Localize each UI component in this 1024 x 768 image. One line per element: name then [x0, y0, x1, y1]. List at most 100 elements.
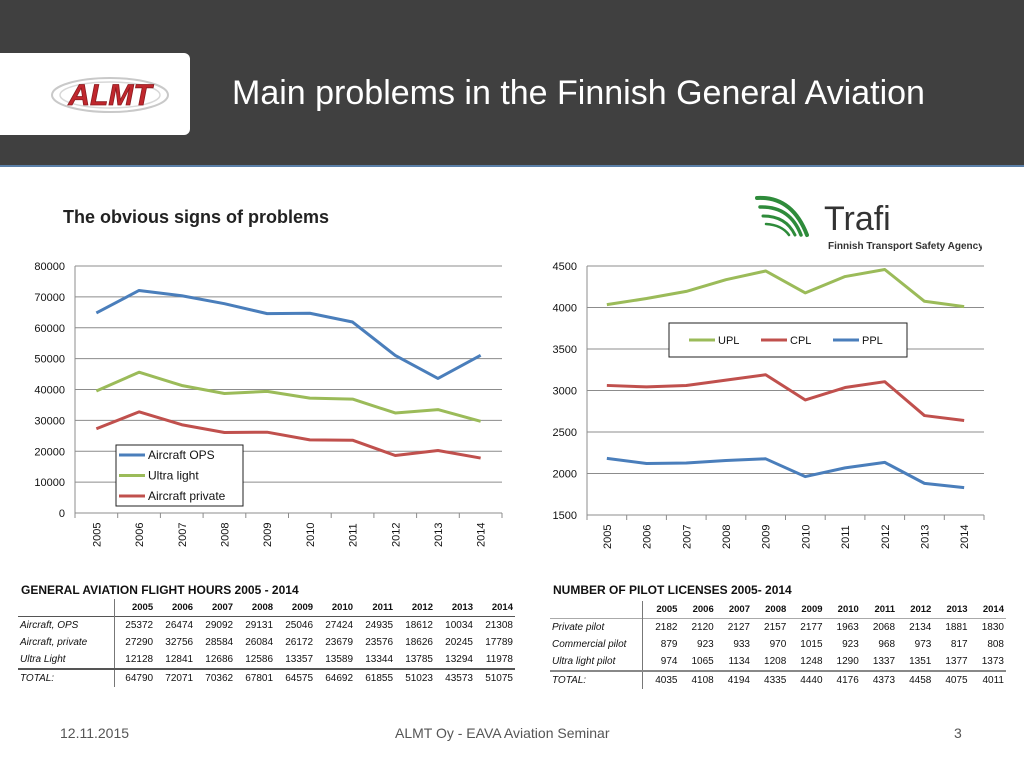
- y-tick-label: 4500: [553, 261, 577, 273]
- table-cell: 1351: [909, 656, 932, 667]
- table-cell: 2177: [788, 618, 825, 636]
- table-year-header: 2013: [451, 602, 473, 613]
- table-cell: 4035: [642, 670, 680, 689]
- table-corner: [18, 599, 115, 617]
- series-line-0: [606, 267, 965, 309]
- table-year-header: 2007: [728, 604, 750, 615]
- table-cell: 4108: [679, 670, 716, 689]
- table-cell: 1373: [981, 656, 1004, 667]
- y-tick-label: 0: [59, 508, 65, 520]
- table-cell: 968: [878, 639, 896, 650]
- x-tick-label: 2005: [91, 523, 103, 547]
- table-cell: 1881: [933, 618, 970, 636]
- table-cell: 28584: [205, 637, 234, 648]
- table-year-header: 2009: [291, 602, 314, 613]
- table-cell: 64692: [315, 668, 356, 687]
- table-row: Ultra light pilot 974 1065 1134 1208 1248 1290…: [550, 653, 1006, 671]
- table-cell: 72071: [155, 668, 196, 687]
- table-cell: 933: [733, 639, 750, 650]
- table-cell: 4440: [788, 670, 825, 689]
- table-row-label: Ultra light pilot: [550, 653, 643, 671]
- table-row-label: Ultra Light: [18, 651, 115, 669]
- table-cell: 27290: [125, 637, 154, 648]
- table-year-header: 2011: [372, 602, 394, 613]
- table-cell: 27424: [315, 616, 356, 634]
- table-year-header: 2005: [656, 604, 678, 615]
- y-tick-label: 60000: [34, 323, 65, 335]
- table-cell: 12586: [245, 654, 274, 665]
- x-tick-label: 2010: [800, 525, 812, 549]
- table-corner: [550, 601, 643, 619]
- table-cell: 923: [697, 639, 714, 650]
- legend-label: Ultra light: [148, 469, 199, 483]
- table-year-header: 2012: [910, 604, 932, 615]
- x-tick-label: 2010: [305, 523, 317, 547]
- table-cell: 26172: [285, 637, 314, 648]
- table-cell: 20245: [445, 637, 473, 648]
- almt-logo: ALMT: [51, 77, 169, 113]
- table-row: Commercial pilot 879 923 933 970 1015 923 968 97…: [550, 636, 1006, 653]
- table-year-header: 2014: [491, 602, 513, 613]
- table-cell: 879: [660, 639, 678, 650]
- table-cell: 4075: [933, 670, 970, 689]
- series-line-1: [606, 373, 965, 423]
- x-tick-label: 2009: [262, 523, 274, 547]
- table-cell: 4011: [969, 670, 1006, 689]
- table-cell: 974: [660, 656, 678, 667]
- table-cell: 29131: [235, 616, 276, 634]
- table-cell: 23679: [325, 637, 354, 648]
- table-cell: 2157: [752, 618, 789, 636]
- table-cell: 1830: [969, 618, 1006, 636]
- pilot-licenses-table: 2005 2006 2007 2008 2009 2010 2011 2012 2013 2014…: [550, 601, 1006, 689]
- x-tick-label: 2007: [681, 525, 693, 549]
- table-cell: 1377: [945, 656, 968, 667]
- table-cell: 26474: [155, 616, 196, 634]
- table-row: TOTAL: 64790 72071 70362 67801 64575 64692 6185…: [18, 668, 515, 687]
- table-cell: 4373: [860, 670, 898, 689]
- logo-box: [0, 53, 190, 135]
- table-cell: 808: [987, 639, 1004, 650]
- table-cell: 13785: [405, 654, 433, 665]
- y-tick-label: 30000: [34, 415, 65, 427]
- table-cell: 12841: [165, 654, 194, 665]
- pilot-licenses-chart: 1500 2000 2500 3000 3500 4000 4500 2005 2006 2007…: [553, 261, 985, 549]
- table-cell: 1337: [872, 656, 896, 667]
- trafi-name: Trafi: [824, 200, 891, 238]
- table-cell: 25046: [275, 616, 316, 634]
- y-tick-label: 10000: [34, 477, 65, 489]
- table-cell: 4335: [752, 670, 789, 689]
- x-tick-label: 2006: [134, 523, 146, 547]
- table-row: TOTAL: 4035 4108 4194 4335 4440 4176 4373 4458 40…: [550, 670, 1006, 689]
- logo-lettering: ALMT: [67, 79, 154, 112]
- table-year-header: 2008: [251, 602, 274, 613]
- table-cell: 1015: [800, 639, 823, 650]
- table-cell: 25372: [114, 616, 156, 634]
- table-cell: 817: [950, 639, 968, 650]
- legend-label: CPL: [790, 335, 811, 347]
- table-cell: 26084: [245, 637, 274, 648]
- table-cell: 2134: [897, 618, 934, 636]
- table-cell: 11978: [485, 654, 513, 665]
- table-cell: 21308: [474, 616, 515, 634]
- table-cell: 2182: [642, 618, 680, 636]
- table-cell: 1208: [764, 656, 787, 667]
- y-tick-label: 2000: [553, 469, 577, 481]
- footer-center-text: ALMT Oy - EAVA Aviation Seminar: [395, 725, 610, 741]
- table-row: Aircraft, OPS 25372 26474 29092 29131 25046 27…: [18, 616, 515, 634]
- table-cell: 24935: [355, 616, 396, 634]
- table-year-header: 2007: [211, 602, 234, 613]
- x-tick-label: 2008: [219, 523, 231, 547]
- table-year-header: 2011: [874, 604, 896, 615]
- table-cell: 67801: [235, 668, 276, 687]
- table-cell: 1248: [800, 656, 823, 667]
- table-header-row: 2005 2006 2007 2008 2009 2010 2011 2012 2013 2014: [550, 601, 1006, 619]
- table-cell: 4194: [715, 670, 752, 689]
- table-year-header: 2005: [131, 602, 154, 613]
- table-row: Private pilot 2182 2120 2127 2157 2177 1963 206…: [550, 618, 1006, 636]
- x-tick-label: 2005: [602, 525, 614, 549]
- table-year-header: 2006: [171, 602, 194, 613]
- series-line-1: [95, 370, 482, 423]
- header-divider: [0, 165, 1024, 167]
- x-tick-label: 2012: [880, 525, 892, 549]
- table-year-header: 2010: [331, 602, 354, 613]
